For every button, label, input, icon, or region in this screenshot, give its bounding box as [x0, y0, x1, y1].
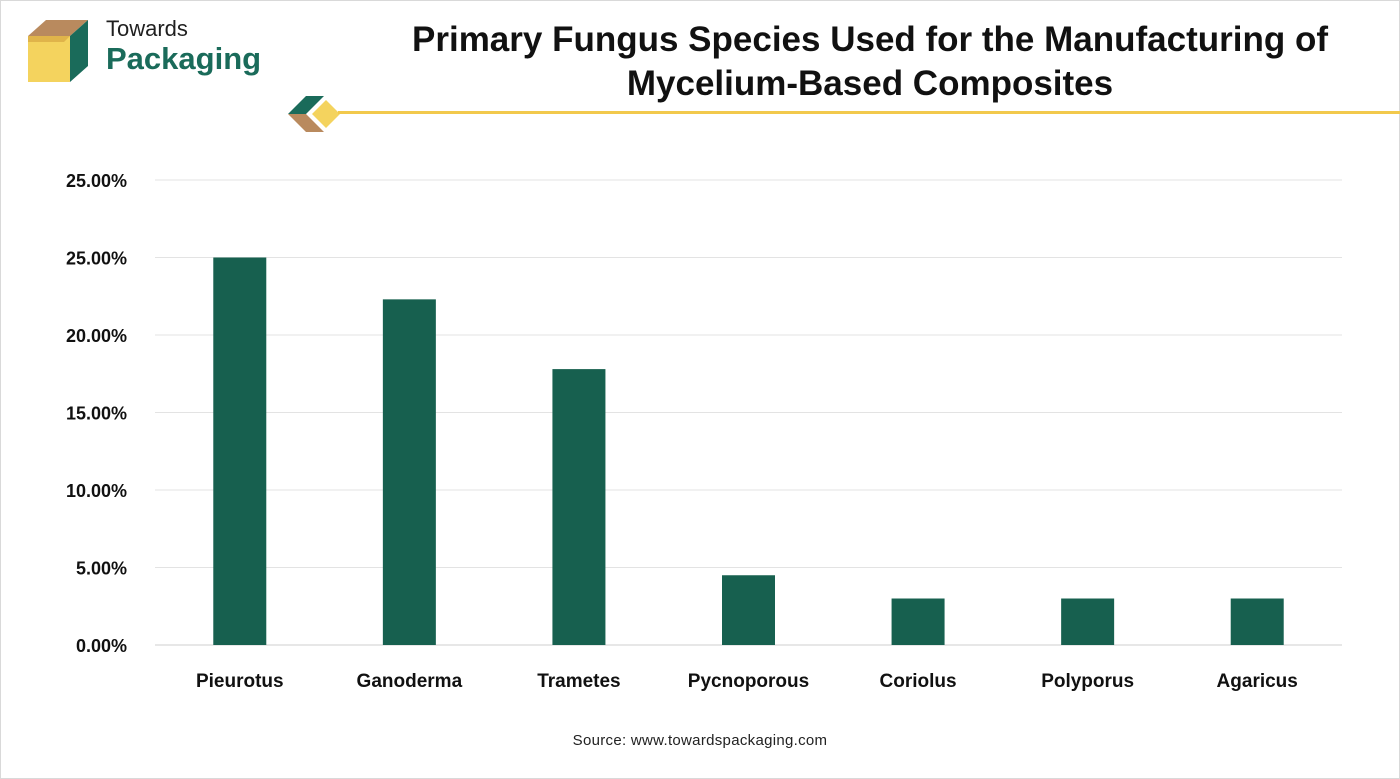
source-note: Source: www.towardspackaging.com — [572, 732, 828, 749]
title-underline — [338, 111, 1400, 114]
y-tick-label: 15.00% — [66, 404, 127, 424]
y-tick-label: 10.00% — [66, 481, 127, 501]
box-logo-icon — [28, 20, 88, 82]
logo-text-bottom: Packaging — [106, 41, 262, 76]
chart-title: Primary Fungus Species Used for the Manu… — [412, 20, 1328, 103]
bar — [552, 369, 606, 645]
y-tick-label: 25.00% — [66, 171, 127, 191]
towards-packaging-logo: Towards Packaging — [24, 16, 284, 88]
bar — [891, 598, 945, 645]
x-category-label: Polyporus — [1041, 671, 1134, 692]
x-category-label: Trametes — [537, 671, 620, 692]
bar — [382, 299, 436, 645]
x-category-label: Agaricus — [1217, 671, 1298, 692]
y-tick-label: 20.00% — [66, 326, 127, 346]
y-tick-label: 5.00% — [76, 559, 127, 579]
x-category-label: Coriolus — [880, 671, 957, 692]
diamond-ornament-icon — [288, 96, 340, 132]
logo-text-top: Towards — [106, 16, 188, 41]
bar — [722, 575, 775, 645]
y-tick-label: 25.00% — [66, 249, 127, 269]
bar — [213, 257, 267, 645]
bar — [1061, 598, 1115, 645]
x-category-label: Ganoderma — [357, 671, 463, 692]
x-category-label: Pycnoporous — [688, 671, 809, 692]
x-category-label: Pieurotus — [196, 671, 284, 692]
bar — [1230, 598, 1284, 645]
y-tick-label: 0.00% — [76, 636, 127, 656]
